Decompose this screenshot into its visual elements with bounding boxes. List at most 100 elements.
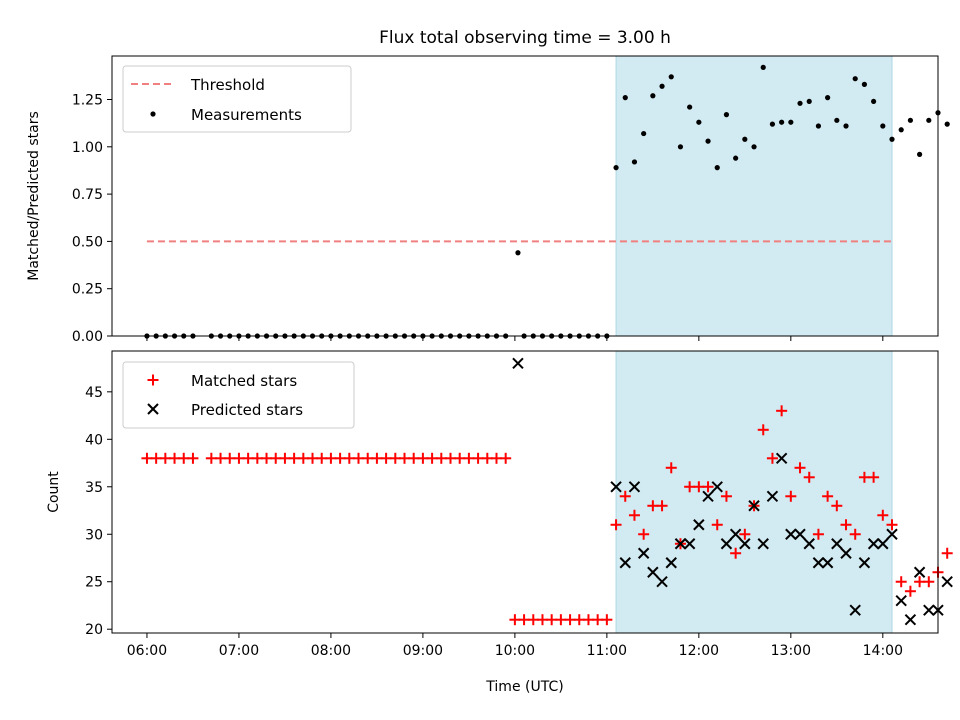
bottom-legend: Matched stars Predicted stars	[122, 361, 355, 429]
y-tick-label: 0.50	[72, 234, 103, 250]
matched-star-point	[693, 481, 705, 493]
y-tick-label: 1.25	[72, 93, 103, 109]
y-tick-label: 0.75	[72, 187, 103, 203]
measurement-point	[788, 119, 794, 125]
matched-star-point	[500, 452, 512, 464]
measurement-point	[880, 123, 886, 129]
top-observing-span	[615, 55, 893, 337]
predicted-star-point	[812, 557, 825, 569]
y-tick-label: 20	[85, 622, 103, 638]
matched-star-point	[877, 509, 889, 521]
predicted-star-point	[711, 481, 723, 493]
matched-star-point	[656, 500, 668, 512]
matched-star-point	[417, 452, 429, 464]
measurement-point	[659, 83, 665, 89]
matched-star-point	[812, 528, 824, 540]
predicted-star-point	[923, 604, 935, 616]
predicted-star-point	[757, 538, 769, 550]
y-tick-label: 0.25	[72, 282, 103, 298]
matched-star-point	[251, 452, 263, 464]
matched-star-point	[831, 500, 843, 512]
measurement-point	[769, 121, 776, 127]
measurement-point	[668, 74, 674, 80]
matched-star-point	[822, 490, 834, 502]
matched-star-point	[178, 452, 190, 464]
matched-star-point	[619, 490, 631, 502]
measurement-point	[641, 130, 647, 137]
measurement-point	[687, 104, 693, 110]
matched-star-point	[518, 614, 530, 626]
matched-star-point	[307, 452, 319, 464]
bottom-legend-frame	[122, 361, 355, 429]
y-tick-label: 40	[85, 432, 103, 448]
matched-star-point	[601, 614, 613, 626]
predicted-star-point	[610, 481, 622, 493]
predicted-star-point	[867, 538, 880, 550]
y-tick-label: 25	[85, 575, 103, 591]
top-legend-frame	[122, 65, 352, 133]
matched-star-point	[923, 576, 935, 588]
matched-star-point	[647, 500, 659, 512]
legend-predicted-swatch	[147, 403, 159, 415]
predicted-star-point	[729, 528, 742, 540]
matched-star-point	[233, 452, 245, 464]
matched-star-point	[840, 519, 852, 531]
measurement-point	[917, 151, 923, 157]
x-tick-label: 12:00	[679, 643, 719, 659]
predicted-star-point	[858, 557, 871, 569]
x-tick-label: 13:00	[771, 643, 811, 659]
bottom-ylabel: Count	[46, 471, 62, 513]
legend-matched-label: Matched stars	[191, 372, 297, 390]
matched-star-point	[169, 452, 181, 464]
predicted-star-point	[831, 538, 843, 550]
matched-star-point	[343, 452, 355, 464]
measurement-point	[944, 121, 950, 127]
predicted-star-point	[840, 547, 852, 559]
matched-star-point	[399, 452, 411, 464]
matched-star-point	[297, 452, 309, 464]
matched-star-point	[205, 452, 217, 464]
x-tick-label: 07:00	[219, 643, 259, 659]
measurement-point	[742, 136, 748, 142]
matched-star-point	[794, 462, 806, 474]
legend-matched-swatch	[147, 374, 159, 386]
x-tick-label: 10:00	[495, 643, 535, 659]
measurement-point	[631, 159, 638, 165]
bottom-panel: 20 25 30 35 40 45 06:00 07:00 08:00 09:00 10:00 11:…	[46, 350, 953, 659]
matched-star-point	[242, 452, 254, 464]
measurement-point	[622, 95, 628, 101]
matched-star-point	[490, 452, 502, 464]
chart-title: Flux total observing time = 3.00 h	[379, 28, 671, 48]
x-tick-label: 09:00	[403, 643, 443, 659]
matched-star-point	[362, 452, 374, 464]
legend-threshold-label: Threshold	[190, 76, 265, 94]
axes-frame	[111, 55, 939, 337]
x-tick-label: 14:00	[863, 643, 903, 659]
predicted-star-point	[775, 452, 788, 465]
measurements-series	[144, 64, 950, 339]
matched-star-point	[564, 614, 576, 626]
y-tick-label: 30	[85, 527, 103, 543]
measurement-point	[843, 123, 849, 129]
matched-star-point	[316, 452, 328, 464]
matched-star-point	[904, 585, 916, 597]
measurement-point	[861, 81, 868, 87]
measurement-point	[714, 165, 720, 171]
matched-star-point	[555, 614, 567, 626]
measurement-point	[723, 112, 730, 118]
predicted-star-point	[748, 500, 760, 512]
x-tick-label: 06:00	[127, 643, 167, 659]
matched-star-point	[472, 452, 484, 464]
measurement-point	[515, 250, 521, 256]
matched-star-point	[261, 452, 273, 464]
predicted-star-point	[674, 538, 687, 550]
measurement-point	[751, 144, 757, 150]
predicted-star-point	[821, 557, 834, 569]
matched-star-point	[785, 490, 797, 502]
matched-star-point	[463, 452, 475, 464]
measurement-point	[871, 98, 877, 105]
measurement-point	[907, 117, 914, 123]
top-panel: 0.00 0.25 0.50 0.75 1.00 1.25 Matched/Predict…	[26, 55, 950, 345]
matched-star-point	[527, 614, 539, 626]
